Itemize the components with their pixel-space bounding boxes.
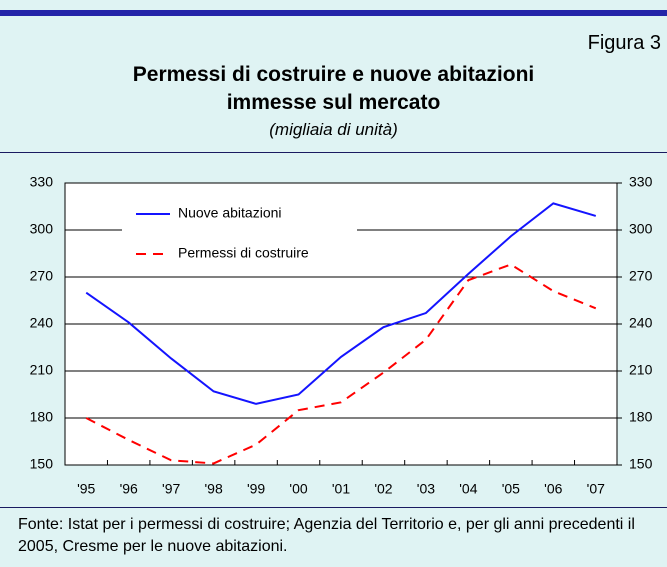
separator	[0, 507, 667, 508]
y-tick-label: 150	[30, 456, 54, 472]
y2-tick-label: 150	[629, 456, 653, 472]
x-tick-label: '05	[502, 481, 520, 497]
x-tick-label: '04	[459, 481, 477, 497]
source-note: Fonte: Istat per i permessi di costruire…	[18, 516, 635, 555]
x-tick-label: '06	[544, 481, 562, 497]
y-tick-label: 270	[30, 268, 54, 284]
y-tick-label: 300	[30, 221, 54, 237]
y2-tick-label: 300	[629, 221, 653, 237]
x-tick-label: '07	[587, 481, 605, 497]
chart-title: Permessi di costruire e nuove abitazioni…	[132, 63, 535, 114]
y2-tick-label: 210	[629, 362, 653, 378]
x-tick-label: '02	[374, 481, 392, 497]
top-bar	[0, 10, 667, 16]
y2-tick-label: 330	[629, 174, 653, 190]
figure-label: Figura 3	[587, 32, 661, 54]
x-tick-label: '03	[417, 481, 435, 497]
plot-border	[64, 182, 618, 466]
y2-tick-label: 240	[629, 315, 653, 331]
x-tick-label: '01	[332, 481, 350, 497]
series-line	[85, 202, 597, 405]
legend-box	[122, 196, 357, 270]
y2-tick-label: 180	[629, 409, 653, 425]
x-tick-label: '96	[120, 481, 138, 497]
x-tick-label: '99	[247, 481, 265, 497]
legend-label: Permessi di costruire	[178, 245, 309, 261]
y-tick-label: 330	[30, 174, 54, 190]
chart-subtitle: (migliaia di unità)	[269, 120, 398, 139]
y-tick-label: 240	[30, 315, 54, 331]
x-tick-label: '00	[289, 481, 307, 497]
x-tick-label: '98	[204, 481, 222, 497]
x-tick-label: '95	[77, 481, 95, 497]
legend-label: Nuove abitazioni	[178, 205, 282, 221]
y2-tick-label: 270	[629, 268, 653, 284]
y-tick-label: 180	[30, 409, 54, 425]
series-line	[85, 263, 597, 465]
x-tick-label: '97	[162, 481, 180, 497]
y-tick-label: 210	[30, 362, 54, 378]
separator	[0, 152, 667, 153]
